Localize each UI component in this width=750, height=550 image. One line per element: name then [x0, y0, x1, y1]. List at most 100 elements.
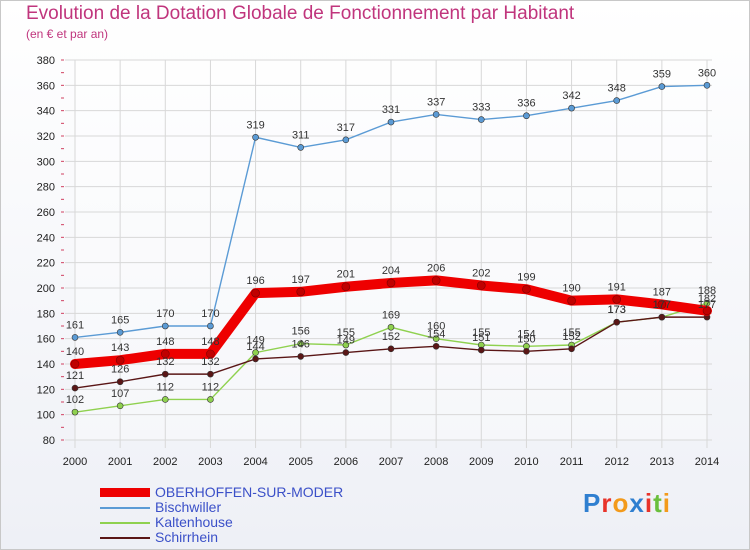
chart-subtitle: (en € et par an)	[26, 27, 109, 41]
data-label: 140	[66, 346, 84, 358]
data-label: 148	[201, 336, 219, 348]
data-point	[207, 322, 214, 330]
y-tick-label: 220	[37, 258, 55, 270]
data-point	[477, 116, 485, 123]
data-point	[71, 334, 79, 341]
data-point	[567, 296, 576, 305]
x-tick-label: 2000	[63, 456, 87, 468]
data-label: 202	[472, 267, 490, 279]
x-tick-label: 2006	[334, 456, 358, 468]
data-label: 177	[698, 299, 716, 311]
data-point	[612, 295, 622, 304]
data-label: 155	[562, 327, 580, 339]
data-point	[613, 318, 621, 326]
data-point	[207, 396, 214, 403]
data-label: 188	[698, 285, 716, 297]
data-point	[387, 323, 395, 331]
data-point	[342, 136, 350, 144]
data-label: 359	[653, 69, 671, 81]
x-tick-label: 2002	[153, 456, 177, 468]
data-point	[432, 342, 440, 350]
y-tick-label: 380	[37, 55, 55, 67]
x-tick-label: 2013	[650, 456, 674, 468]
logo-letter: r	[601, 488, 613, 518]
data-point	[297, 340, 305, 348]
logo-letter: i	[644, 488, 654, 518]
data-point	[387, 118, 395, 126]
legend-label: OBERHOFFEN-SUR-MODER	[155, 484, 344, 500]
y-tick-label: 240	[37, 232, 55, 244]
data-point	[71, 384, 79, 392]
data-label: 155	[337, 327, 355, 339]
data-label: 204	[382, 265, 400, 277]
data-label: 360	[698, 67, 716, 79]
data-label: 201	[337, 269, 355, 281]
legend-swatch-kaltenhouse	[100, 522, 150, 524]
data-point	[297, 144, 305, 151]
data-label: 146	[292, 338, 310, 350]
y-tick-label: 180	[37, 308, 55, 320]
data-label: 154	[427, 328, 445, 340]
data-label: 311	[292, 129, 310, 141]
legend-swatch-oberhoffen	[100, 488, 150, 497]
data-point	[206, 349, 215, 359]
data-label: 177	[653, 299, 671, 311]
y-tick-label: 360	[37, 80, 55, 92]
data-label: 143	[111, 342, 129, 354]
data-label: 199	[517, 271, 535, 283]
data-label: 160	[427, 321, 445, 333]
x-tick-label: 2009	[469, 456, 493, 468]
chart-title: Evolution de la Dotation Globale de Fonc…	[26, 3, 575, 24]
x-tick-label: 2003	[198, 456, 222, 468]
x-tick-label: 2005	[288, 456, 312, 468]
y-tick-label: 140	[37, 359, 55, 371]
data-point	[431, 276, 441, 285]
data-label: 170	[201, 308, 219, 320]
data-label: 152	[562, 331, 580, 343]
data-label: 121	[66, 370, 84, 382]
data-label: 169	[382, 309, 400, 321]
data-point	[613, 97, 621, 104]
legend-item-bischwiller: Bischwiller	[100, 499, 430, 515]
data-point	[658, 83, 666, 90]
data-point	[116, 402, 124, 410]
data-point	[115, 355, 125, 365]
data-label: 206	[427, 262, 445, 274]
data-label: 144	[246, 341, 264, 353]
data-label: 348	[608, 83, 626, 95]
x-tick-label: 2004	[243, 456, 267, 468]
data-label: 152	[382, 331, 400, 343]
y-tick-label: 300	[37, 156, 55, 168]
data-point	[523, 348, 530, 355]
data-point	[251, 288, 260, 298]
data-point	[703, 82, 711, 89]
legend-swatch-schirrhein	[100, 537, 150, 539]
data-label: 197	[292, 274, 310, 286]
logo-letter: o	[612, 488, 630, 518]
data-label: 161	[66, 319, 84, 331]
data-point	[70, 359, 80, 369]
x-tick-label: 2001	[108, 456, 132, 468]
logo-letter: x	[629, 488, 645, 518]
data-point	[568, 345, 575, 353]
data-label: 337	[427, 96, 445, 108]
data-label: 173	[608, 304, 626, 316]
data-label: 336	[517, 98, 535, 110]
data-label: 102	[66, 394, 84, 406]
data-label: 331	[382, 104, 400, 116]
series-lines	[70, 82, 712, 416]
data-point	[432, 335, 440, 342]
data-label: 182	[698, 293, 716, 305]
data-point	[252, 355, 259, 363]
legend: OBERHOFFEN-SUR-MODER Bischwiller Kaltenh…	[100, 484, 430, 545]
data-point	[116, 329, 124, 336]
data-point	[658, 313, 666, 321]
data-label: 151	[472, 332, 490, 344]
data-point	[342, 341, 350, 349]
proxiti-logo: Proxiti	[583, 488, 671, 519]
data-label: 154	[517, 328, 535, 340]
data-label: 333	[472, 102, 490, 114]
legend-item-kaltenhouse: Kaltenhouse	[100, 514, 430, 530]
data-label: 319	[246, 119, 264, 131]
